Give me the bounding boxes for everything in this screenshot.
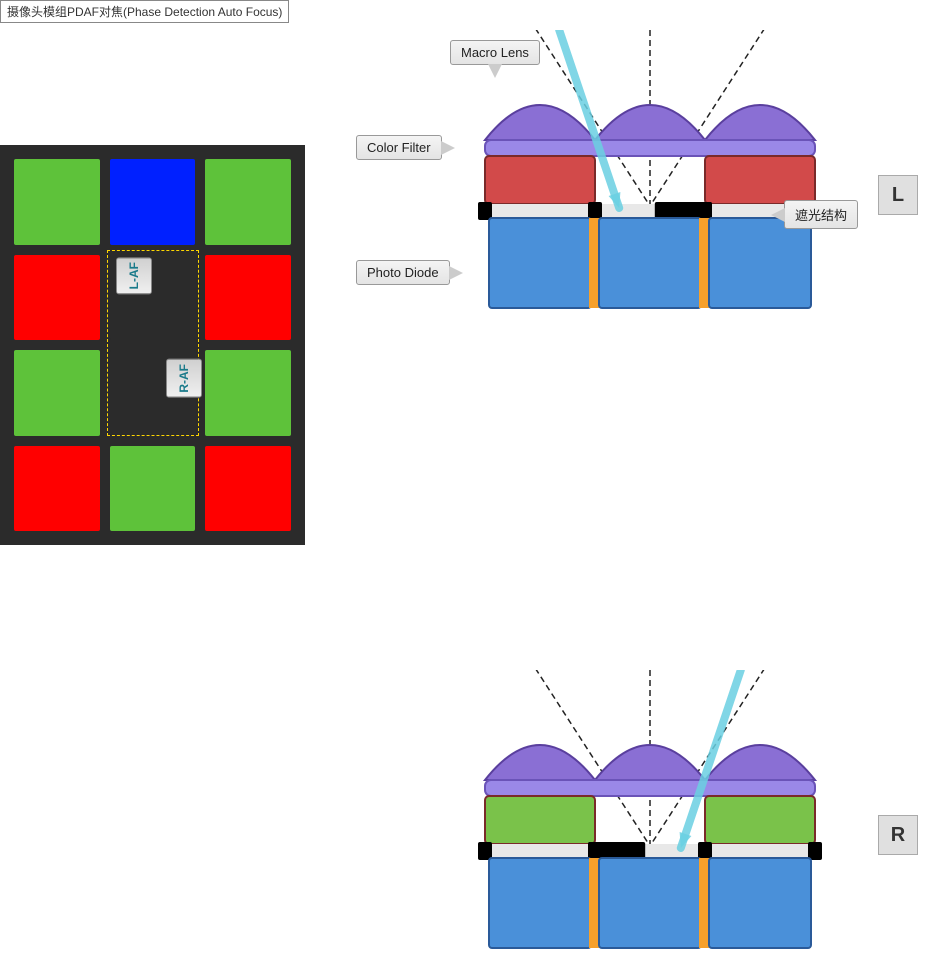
cross-section-l: Macro Lens Color Filter Photo Diode 遮光结构… xyxy=(350,10,930,320)
pixel-cell xyxy=(110,446,196,532)
cross-section-svg-r xyxy=(470,670,830,960)
pixel-grid: L-AF R-AF xyxy=(14,159,291,531)
cross-section-r: R xyxy=(350,650,930,960)
l-af-label: L-AF xyxy=(116,257,152,294)
macro-lens-callout: Macro Lens xyxy=(450,40,540,65)
r-side-label: R xyxy=(878,815,918,855)
pixel-cell xyxy=(205,159,291,245)
cross-section-svg-l xyxy=(470,30,830,320)
color-filter-callout: Color Filter xyxy=(356,135,442,160)
pixel-cell xyxy=(14,159,100,245)
pixel-cell xyxy=(14,446,100,532)
pixel-cell xyxy=(205,255,291,341)
pixel-cell xyxy=(110,159,196,245)
pixel-cell xyxy=(14,350,100,436)
l-side-label: L xyxy=(878,175,918,215)
pixel-array-panel: L-AF R-AF xyxy=(0,145,305,545)
r-af-label: R-AF xyxy=(166,359,202,398)
pixel-cell xyxy=(205,350,291,436)
pixel-cell xyxy=(14,255,100,341)
pixel-cell xyxy=(205,446,291,532)
cross-section-panel: Macro Lens Color Filter Photo Diode 遮光结构… xyxy=(350,10,930,650)
caption-text: 摄像头模组PDAF对焦(Phase Detection Auto Focus) xyxy=(0,0,289,23)
light-shield-callout: 遮光结构 xyxy=(784,200,858,229)
photo-diode-callout: Photo Diode xyxy=(356,260,450,285)
